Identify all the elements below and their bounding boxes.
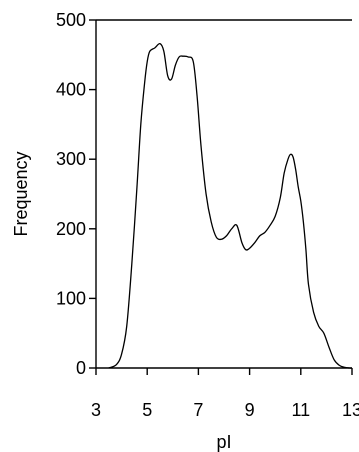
y-tick-label: 400 [56, 80, 86, 100]
x-tick-label: 7 [193, 400, 203, 420]
x-tick-label: 3 [91, 400, 101, 420]
y-ticks: 0 100 200 300 400 500 [56, 10, 96, 378]
x-tick-label: 9 [245, 400, 255, 420]
x-tick-label: 11 [291, 400, 310, 420]
y-axis-label: Frequency [11, 151, 31, 236]
y-tick-label: 200 [56, 219, 86, 239]
x-axis-label: pI [216, 432, 231, 452]
y-tick-label: 500 [56, 10, 86, 30]
x-tick-label: 5 [142, 400, 152, 420]
x-ticks: 3 5 7 9 11 13 [91, 368, 359, 420]
y-tick-label: 300 [56, 149, 86, 169]
frequency-curve [108, 42, 353, 369]
x-tick-label: 13 [342, 400, 359, 420]
y-tick-label: 100 [56, 288, 86, 308]
plot-area: 0 100 200 300 400 500 3 5 7 9 11 13 [56, 10, 359, 420]
y-tick-label: 0 [76, 358, 86, 378]
